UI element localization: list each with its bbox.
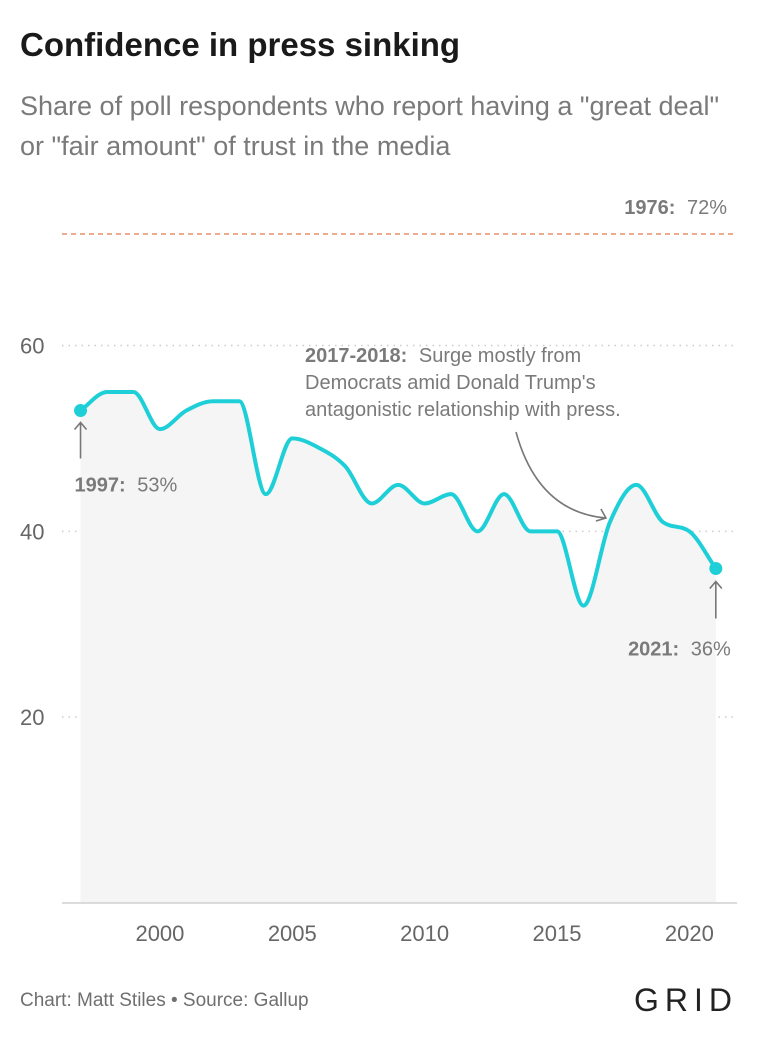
trust-series-line	[79, 389, 718, 608]
annotation-1997: 1997: 53%	[75, 475, 178, 497]
annotation-2017-2018: 2017-2018: Surge mostly from Democrats a…	[305, 345, 621, 421]
source-credit: Chart: Matt Stiles • Source: Gallup	[20, 990, 309, 1011]
x-tick-label-2005: 2005	[268, 921, 317, 946]
annotation-2017-line-2: Democrats amid Donald Trump's	[305, 372, 596, 394]
y-tick-label-20: 20	[20, 705, 44, 730]
reference-value: 72%	[687, 197, 727, 219]
annotation-2021-year: 2021:	[628, 639, 679, 661]
reference-year: 1976:	[624, 197, 675, 219]
annotation-2021-value: 36%	[691, 639, 731, 661]
y-tick-label-60: 60	[20, 334, 44, 359]
area-fill	[80, 391, 716, 903]
arrow-2021	[709, 580, 723, 619]
x-tick-label-2020: 2020	[665, 921, 714, 946]
reference-label-1976: 1976: 72%	[624, 197, 727, 219]
chart-subtitle: Share of poll respondents who report hav…	[20, 91, 720, 161]
annotation-2017-line-1: Surge mostly from	[419, 345, 581, 367]
chart-title: Confidence in press sinking	[20, 26, 461, 63]
arrow-2017-2018	[515, 431, 608, 522]
annotation-2017-line-3: antagonistic relationship with press.	[305, 399, 621, 421]
annotation-2017-bold: 2017-2018:	[305, 345, 407, 367]
x-tick-label-2010: 2010	[400, 921, 449, 946]
annotation-2021: 2021: 36%	[628, 639, 731, 661]
annotation-1997-year: 1997:	[75, 475, 126, 497]
x-tick-label-2000: 2000	[135, 921, 184, 946]
point-2021	[709, 562, 723, 575]
x-tick-label-2015: 2015	[533, 921, 582, 946]
point-1997	[74, 404, 88, 418]
annotation-1997-value: 53%	[137, 475, 177, 497]
grid-logo: GRID	[634, 982, 738, 1018]
arrow-1997	[73, 421, 88, 459]
y-tick-label-40: 40	[20, 519, 44, 544]
